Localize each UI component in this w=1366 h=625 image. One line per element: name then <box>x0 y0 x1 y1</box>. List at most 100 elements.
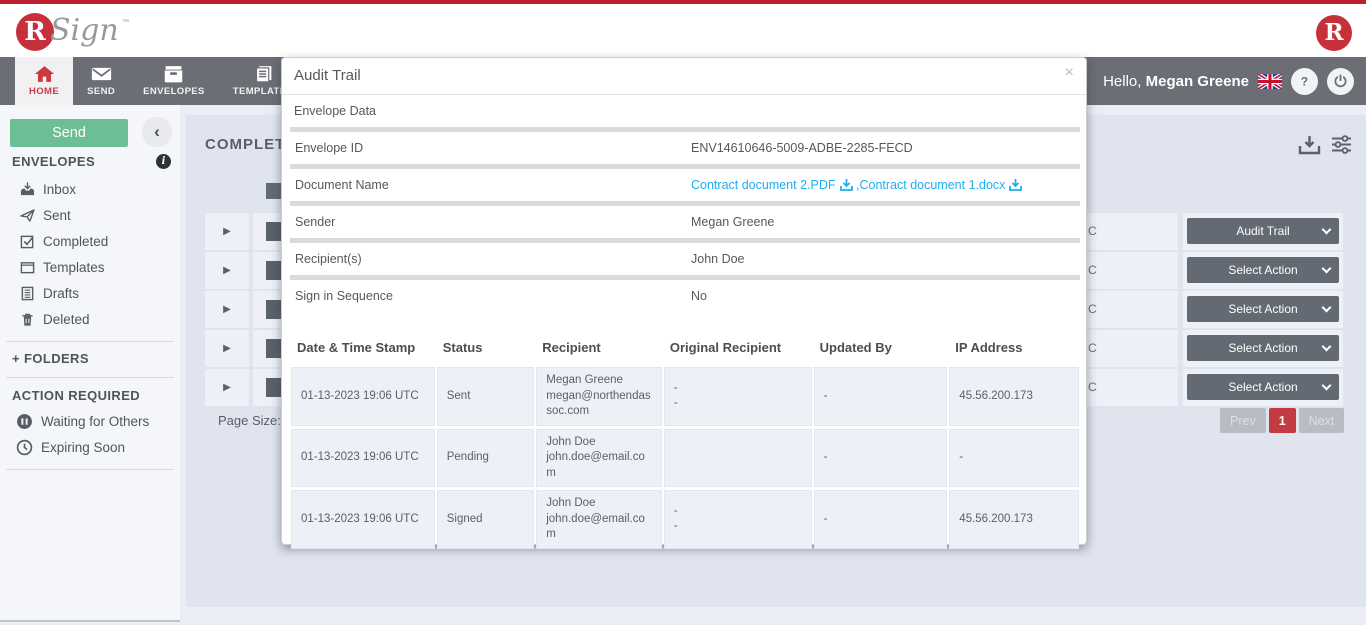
tab-templates[interactable]: TEMPLATES <box>219 57 307 105</box>
field-label: Envelope ID <box>295 141 364 155</box>
column-header: Date & Time Stamp <box>297 340 416 355</box>
sidebar-divider <box>6 377 174 378</box>
expand-arrow-icon[interactable]: ▶ <box>223 343 231 354</box>
download-list-button[interactable] <box>1298 134 1321 161</box>
sidebar-item-waiting-for-others[interactable]: Waiting for Others <box>16 413 149 430</box>
expand-arrow-icon[interactable]: ▶ <box>223 304 231 315</box>
field-label: Sender <box>295 215 336 229</box>
filter-settings-button[interactable] <box>1330 133 1353 161</box>
sidebar-collapse-button[interactable]: ‹ <box>142 117 172 147</box>
row-action-cell: Select Action <box>1183 330 1343 367</box>
cell-recipient: Megan Greene megan@northendassoc.com <box>536 367 662 426</box>
chevron-down-icon <box>1321 341 1332 352</box>
help-button[interactable]: ? <box>1291 67 1318 95</box>
send-envelope-icon <box>91 67 111 81</box>
download-icon <box>1298 136 1321 155</box>
recipient-email: megan@northendassoc.com <box>546 389 651 418</box>
document-thumb-icon <box>266 222 285 241</box>
document-separator: , <box>856 178 860 192</box>
cell-recipient: John Doe john.doe@email.com <box>536 490 662 549</box>
download-doc-icon[interactable] <box>1009 179 1023 194</box>
row-expand-cell[interactable]: ▶ <box>205 330 249 367</box>
cell-original-recipient: -- <box>663 490 812 549</box>
prev-page-button[interactable]: Prev <box>1220 408 1266 433</box>
sidebar-item-label: Inbox <box>43 182 77 197</box>
sidebar-item-label: Sent <box>43 208 71 223</box>
sidebar-item-expiring-soon[interactable]: Expiring Soon <box>16 439 125 456</box>
row-divider-bar <box>290 201 1080 206</box>
expand-arrow-icon[interactable]: ▶ <box>223 382 231 393</box>
audit-trail-modal: Audit Trail × Envelope Data Envelope ID … <box>281 57 1088 549</box>
user-name: Megan Greene <box>1145 72 1249 90</box>
envelope-data-label: Envelope Data <box>294 104 377 118</box>
expand-arrow-icon[interactable]: ▶ <box>223 226 231 237</box>
row-time-text: C <box>1088 380 1097 394</box>
cell-status: Sent <box>436 367 535 426</box>
cell-ip-address: 45.56.200.173 <box>949 367 1079 426</box>
logout-button[interactable] <box>1327 67 1354 95</box>
sidebar-item-sent[interactable]: Sent <box>20 208 71 223</box>
tab-envelopes-label: ENVELOPES <box>143 86 205 97</box>
cell-updated-by: - <box>813 490 948 549</box>
chevron-down-icon <box>1321 302 1332 313</box>
sidebar-folders[interactable]: + FOLDERS <box>12 351 89 366</box>
action-dropdown[interactable]: Audit Trail <box>1187 218 1339 244</box>
sidebar-item-inbox[interactable]: Inbox <box>20 182 76 197</box>
greeting-text: Hello, Megan Greene <box>1103 73 1249 90</box>
recipient-name: John Doe <box>546 497 596 510</box>
pause-circle-icon <box>17 414 32 429</box>
nav-user-area: Hello, Megan Greene ? <box>1103 57 1354 105</box>
tab-envelopes[interactable]: ENVELOPES <box>129 57 219 105</box>
tab-home-label: HOME <box>29 86 60 97</box>
dash: - <box>673 381 678 394</box>
action-dropdown[interactable]: Select Action <box>1187 296 1339 322</box>
sender-row: Sender Megan Greene <box>282 206 1088 238</box>
document-thumb-icon <box>266 339 285 358</box>
field-value: ENV14610646-5009-ADBE-2285-FECD <box>691 141 913 155</box>
tab-home[interactable]: HOME <box>15 57 74 105</box>
sidebar-item-deleted[interactable]: Deleted <box>20 312 90 327</box>
chevron-left-icon: ‹ <box>154 122 160 141</box>
current-page-button[interactable]: 1 <box>1268 408 1296 433</box>
sidebar-item-completed[interactable]: Completed <box>20 234 108 249</box>
document-link-1[interactable]: Contract document 2.PDF <box>691 178 836 192</box>
tab-templates-label: TEMPLATES <box>232 86 294 97</box>
send-button[interactable]: Send <box>10 119 128 147</box>
modal-title: Audit Trail <box>294 67 361 84</box>
sidebar-item-drafts[interactable]: Drafts <box>20 286 79 301</box>
info-icon[interactable]: i <box>156 154 171 169</box>
row-expand-cell[interactable]: ▶ <box>205 252 249 289</box>
row-expand-cell[interactable]: ▶ <box>205 369 249 406</box>
field-label: Document Name <box>295 178 389 192</box>
uk-flag-icon[interactable] <box>1258 73 1282 89</box>
row-divider-bar <box>290 127 1080 132</box>
download-doc-icon[interactable] <box>839 179 853 194</box>
column-header: Original Recipient <box>669 340 782 355</box>
home-icon <box>34 66 54 82</box>
close-icon[interactable]: × <box>1064 64 1074 81</box>
action-dropdown-label: Select Action <box>1228 380 1298 394</box>
document-link-2[interactable]: Contract document 1.docx <box>859 178 1006 192</box>
sidebar-divider <box>6 469 174 470</box>
action-dropdown[interactable]: Select Action <box>1187 374 1339 400</box>
action-dropdown[interactable]: Select Action <box>1187 335 1339 361</box>
envelope-id-row: Envelope ID ENV14610646-5009-ADBE-2285-F… <box>282 132 1088 164</box>
row-expand-cell[interactable]: ▶ <box>205 213 249 250</box>
recipient-name: Megan Greene <box>546 374 623 386</box>
cell-original-recipient <box>663 428 812 488</box>
pagination: Prev 1 Next <box>1220 408 1345 433</box>
power-icon <box>1334 73 1347 87</box>
sidebar-item-label: Expiring Soon <box>41 440 126 455</box>
sidebar-item-templates[interactable]: Templates <box>20 260 105 275</box>
sidebar-item-label: Templates <box>43 260 105 275</box>
nav-tabs: HOME SEND ENVELOPES TEMPLATES <box>15 57 307 105</box>
action-dropdown[interactable]: Select Action <box>1187 257 1339 283</box>
tab-send[interactable]: SEND <box>73 57 129 105</box>
cell-updated-by: - <box>813 428 948 488</box>
chevron-down-icon <box>1321 380 1332 391</box>
next-page-button[interactable]: Next <box>1298 408 1345 433</box>
expand-arrow-icon[interactable]: ▶ <box>223 265 231 276</box>
row-expand-cell[interactable]: ▶ <box>205 291 249 328</box>
field-label: Recipient(s) <box>295 252 362 266</box>
row-action-cell: Select Action <box>1183 291 1343 328</box>
